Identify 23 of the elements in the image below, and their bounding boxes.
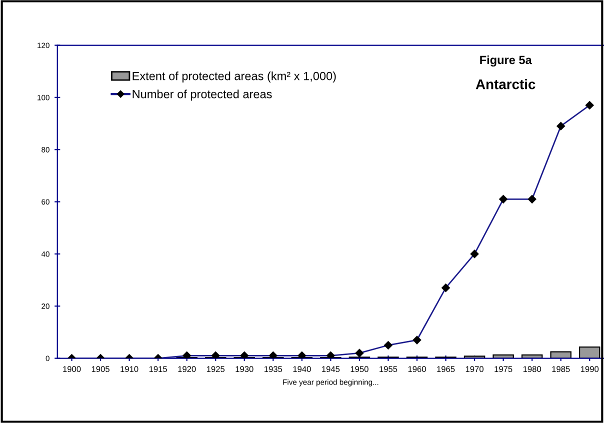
x-tick-label: 1900: [63, 366, 81, 372]
x-tick-label: 1945: [322, 366, 340, 372]
x-tick-label: 1990: [580, 366, 599, 372]
x-tick-label: 1975: [494, 366, 512, 372]
x-tick-label: 1925: [206, 366, 225, 372]
x-tick-label: 1940: [293, 366, 311, 372]
x-tick-label: 1935: [264, 366, 282, 372]
x-tick-label: 1965: [437, 366, 455, 372]
x-tick-label: 1930: [236, 366, 254, 372]
x-tick-label: 1910: [120, 366, 138, 372]
x-tick-label: 1980: [523, 366, 542, 372]
x-tick-label: 1905: [92, 366, 110, 372]
text: Antarctic: [476, 79, 536, 90]
x-tick-label: 1920: [178, 366, 196, 372]
x-tick-label: 1970: [466, 366, 484, 372]
x-tick-label: 1985: [552, 366, 570, 372]
legend-label: Number of protected areas: [132, 90, 272, 101]
x-tick-label: 1960: [408, 366, 426, 372]
x-tick-label: 1955: [380, 366, 398, 372]
text: Figure 5a: [480, 55, 532, 67]
x-tick-label: 1915: [149, 366, 167, 372]
legend-label: Extent of protected areas (km² x 1,000): [132, 72, 336, 83]
x-tick-label: 1950: [350, 366, 368, 372]
